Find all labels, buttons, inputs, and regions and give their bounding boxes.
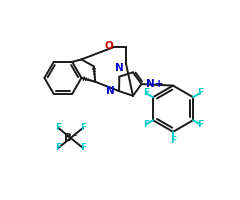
Text: F: F (55, 123, 61, 132)
Text: F: F (143, 88, 149, 97)
Text: F: F (170, 136, 176, 145)
Text: F: F (80, 143, 86, 152)
Text: B⁻: B⁻ (64, 133, 77, 143)
Text: F: F (80, 123, 86, 132)
Text: F: F (197, 120, 204, 129)
Text: F: F (143, 120, 149, 129)
Text: F: F (55, 143, 61, 152)
Text: N: N (115, 63, 124, 73)
Text: O: O (105, 41, 114, 51)
Text: N+: N+ (146, 79, 164, 89)
Text: F: F (197, 88, 204, 97)
Text: N: N (107, 86, 115, 96)
